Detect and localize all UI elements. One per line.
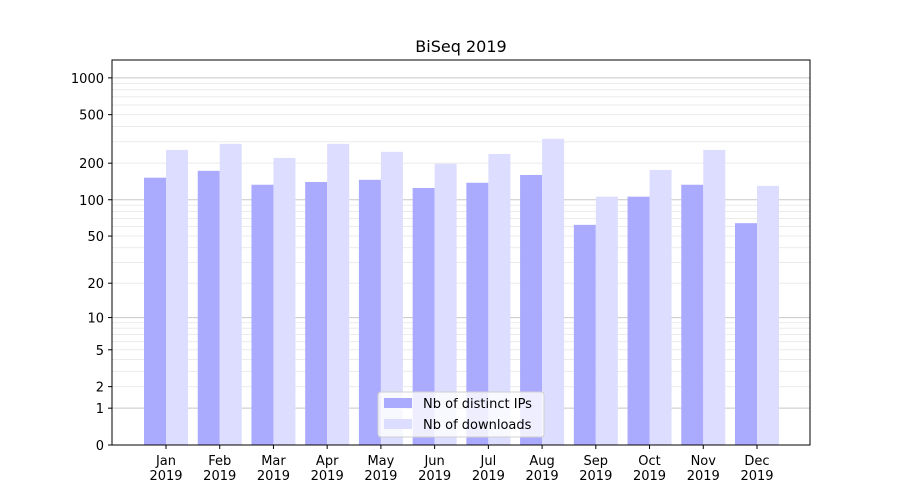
- y-tick-label: 200: [79, 157, 104, 172]
- x-tick-label: Jul 2019: [472, 454, 505, 484]
- x-tick-label: Mar 2019: [257, 454, 290, 484]
- bar-distinct-ips: [412, 187, 435, 445]
- legend-label: Nb of distinct IPs: [423, 397, 532, 412]
- bar-distinct-ips: [466, 182, 489, 445]
- y-tick-label: 1: [96, 402, 104, 417]
- legend-box: [377, 391, 545, 438]
- legend-swatch: [384, 398, 412, 408]
- bar-downloads: [273, 157, 296, 446]
- bar-distinct-ips: [144, 177, 166, 446]
- x-tick-label: Feb 2019: [203, 454, 236, 484]
- bar-downloads: [219, 143, 242, 445]
- y-tick-label: 50: [87, 230, 104, 245]
- y-tick-label: 1000: [71, 72, 104, 87]
- x-tick-label: May 2019: [364, 454, 397, 484]
- y-tick-label: 2: [96, 381, 104, 396]
- y-tick-label: 0: [96, 439, 104, 454]
- x-tick-label: Nov 2019: [687, 454, 720, 484]
- x-tick-label: Jan 2019: [149, 454, 182, 484]
- bar-downloads: [595, 196, 618, 445]
- legend-label: Nb of downloads: [423, 418, 532, 433]
- bar-distinct-ips: [251, 184, 274, 445]
- bar-downloads: [166, 149, 188, 445]
- bar-downloads: [327, 143, 350, 445]
- x-tick-label: Apr 2019: [311, 454, 344, 484]
- bar-distinct-ips: [735, 223, 757, 445]
- y-tick-label: 20: [87, 277, 104, 292]
- x-tick-label: Oct 2019: [633, 454, 666, 484]
- y-tick-label: 5: [96, 344, 104, 359]
- x-tick-label: Aug 2019: [526, 454, 559, 484]
- bar-downloads: [380, 151, 403, 445]
- y-tick-label: 10: [87, 312, 104, 327]
- x-tick-label: Dec 2019: [740, 454, 773, 484]
- chart-title: BiSeq 2019: [415, 37, 506, 56]
- x-tick-label: Sep 2019: [579, 454, 612, 484]
- bar-downloads: [757, 185, 779, 446]
- legend-swatch: [384, 419, 412, 429]
- bar-distinct-ips: [520, 174, 543, 445]
- y-tick-label: 100: [79, 194, 104, 209]
- bar-distinct-ips: [573, 224, 596, 445]
- bar-distinct-ips: [305, 182, 328, 445]
- bar-distinct-ips: [197, 170, 220, 445]
- bar-distinct-ips: [627, 196, 650, 445]
- bar-downloads: [434, 163, 457, 445]
- bar-downloads: [649, 169, 672, 445]
- legend: Nb of distinct IPs Nb of downloads: [377, 391, 545, 438]
- axes-frame: [111, 59, 811, 446]
- bar-downloads: [488, 153, 511, 445]
- bar-distinct-ips: [358, 179, 381, 445]
- y-tick-label: 500: [79, 109, 104, 124]
- bar-downloads: [542, 138, 565, 445]
- bar-downloads: [703, 149, 726, 445]
- bar-distinct-ips: [681, 184, 704, 445]
- x-tick-label: Jun 2019: [418, 454, 451, 484]
